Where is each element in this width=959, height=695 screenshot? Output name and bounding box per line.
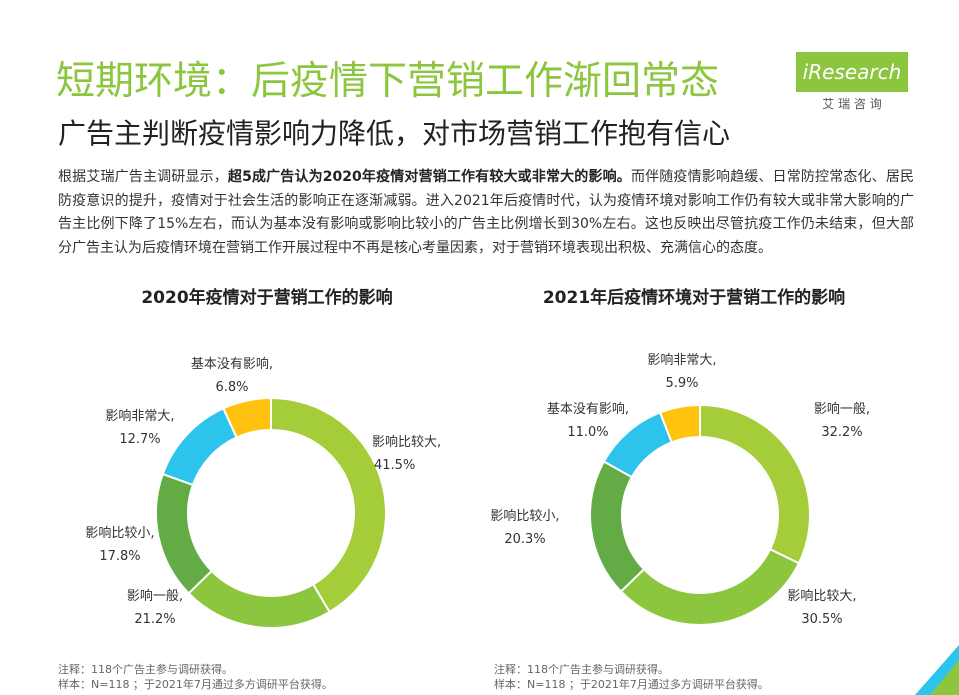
slice-value: 11.0%	[567, 425, 608, 440]
subtitle: 广告主判断疫情影响力降低，对市场营销工作抱有信心	[58, 117, 731, 150]
slice-label: 基本没有影响,	[191, 356, 273, 372]
slice-value: 20.3%	[504, 532, 545, 547]
slice-value: 21.2%	[134, 612, 175, 627]
body-segment: 超5成广告认为2020年疫情对营销工作有较大或非常大的影响。	[227, 169, 631, 185]
slice-label: 影响一般,	[814, 401, 870, 417]
pie-slice	[187, 569, 331, 629]
slice-value: 41.5%	[374, 458, 415, 473]
slice-label: 基本没有影响,	[547, 401, 629, 417]
slice-label: 影响一般,	[127, 588, 183, 604]
chart-title: 2020年疫情对于营销工作的影响	[141, 287, 392, 308]
logo-subtitle: 艾 瑞 咨 询	[822, 97, 882, 111]
body-segment: 而伴随疫情影响趋缓、日常防控常态化、居民防疫意识的提升，疫情对于社会生活的影响正…	[58, 169, 914, 256]
footnote: 样本：N=118 ；于2021年7月通过多方调研平台获得。	[494, 677, 769, 691]
pie-slice	[699, 403, 811, 565]
pie-slice	[602, 411, 674, 479]
slice-value: 5.9%	[665, 376, 698, 391]
slice-value: 32.2%	[821, 425, 862, 440]
slice-label: 影响比较大,	[372, 434, 441, 450]
body-segment: 根据艾瑞广告主调研显示，	[58, 169, 228, 185]
slice-value: 6.8%	[215, 380, 248, 395]
slice-label: 影响比较大,	[787, 588, 856, 604]
title: 短期环境：后疫情下营销工作渐回常态	[56, 59, 720, 104]
pie-slice	[658, 403, 701, 444]
pie-slice	[589, 460, 646, 593]
logo: iResearch	[796, 52, 908, 92]
slice-label: 影响非常大,	[105, 408, 174, 424]
footnote: 注释：118个广告主参与调研获得。	[58, 662, 233, 676]
slice-label: 影响非常大,	[647, 352, 716, 368]
slice-value: 17.8%	[99, 549, 140, 564]
chart-title: 2021年后疫情环境对于营销工作的影响	[543, 287, 845, 308]
slice-value: 12.7%	[119, 432, 160, 447]
pie-slice	[222, 396, 272, 439]
slice-value: 30.5%	[801, 612, 842, 627]
pie-slice	[270, 396, 387, 614]
corner-decoration	[930, 660, 959, 695]
footnote: 注释：118个广告主参与调研获得。	[494, 662, 669, 676]
slice-label: 影响比较小,	[85, 525, 154, 541]
pie-slice	[619, 547, 801, 626]
slice-label: 影响比较小,	[490, 508, 559, 524]
body-text: 根据艾瑞广告主调研显示，超5成广告认为2020年疫情对营销工作有较大或非常大的影…	[58, 166, 914, 260]
footnote: 样本：N=118 ；于2021年7月通过多方调研平台获得。	[58, 677, 333, 691]
pie-slice	[155, 472, 213, 595]
